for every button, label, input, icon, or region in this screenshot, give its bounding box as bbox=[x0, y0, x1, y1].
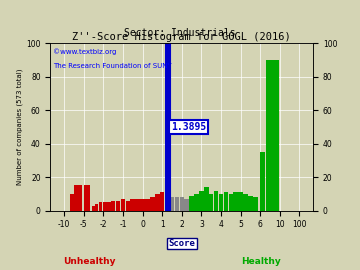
Bar bbox=[189, 195, 194, 211]
Text: Sector: Industrials: Sector: Industrials bbox=[124, 28, 236, 38]
Bar bbox=[224, 192, 228, 211]
Bar bbox=[74, 185, 81, 211]
Bar bbox=[84, 185, 90, 211]
Bar bbox=[266, 60, 279, 211]
Bar bbox=[194, 194, 199, 211]
Bar bbox=[238, 192, 243, 211]
Bar bbox=[95, 204, 98, 211]
Bar bbox=[219, 194, 223, 211]
Bar bbox=[160, 192, 165, 211]
Bar bbox=[140, 199, 145, 211]
Y-axis label: Number of companies (573 total): Number of companies (573 total) bbox=[17, 69, 23, 185]
Bar bbox=[175, 197, 179, 211]
Bar bbox=[260, 152, 265, 211]
Text: Unhealthy: Unhealthy bbox=[64, 258, 116, 266]
Bar bbox=[116, 201, 120, 211]
Bar bbox=[135, 199, 140, 211]
Bar bbox=[233, 192, 238, 211]
Bar bbox=[145, 199, 150, 211]
Bar bbox=[253, 197, 258, 211]
Bar bbox=[180, 197, 184, 211]
Bar bbox=[92, 205, 95, 211]
Bar bbox=[229, 194, 233, 211]
Text: ©www.textbiz.org: ©www.textbiz.org bbox=[53, 48, 116, 55]
Bar bbox=[99, 202, 102, 211]
Bar bbox=[121, 199, 125, 211]
Bar bbox=[170, 197, 174, 211]
Bar bbox=[111, 201, 116, 211]
Bar bbox=[130, 199, 135, 211]
Bar bbox=[214, 191, 219, 211]
Bar bbox=[155, 194, 159, 211]
Title: Z''-Score Histogram for GOGL (2016): Z''-Score Histogram for GOGL (2016) bbox=[72, 32, 291, 42]
Text: The Research Foundation of SUNY: The Research Foundation of SUNY bbox=[53, 63, 172, 69]
Bar bbox=[184, 199, 189, 211]
Bar bbox=[106, 202, 111, 211]
Bar bbox=[204, 187, 208, 211]
Bar bbox=[103, 202, 106, 211]
Bar bbox=[165, 43, 169, 211]
Bar bbox=[150, 197, 155, 211]
Bar bbox=[243, 194, 248, 211]
Bar bbox=[70, 194, 74, 211]
Text: Healthy: Healthy bbox=[241, 258, 280, 266]
Bar bbox=[248, 195, 253, 211]
Bar bbox=[126, 201, 130, 211]
Text: Score: Score bbox=[168, 239, 195, 248]
Bar bbox=[209, 194, 213, 211]
Bar bbox=[199, 191, 204, 211]
Text: 1.3895: 1.3895 bbox=[171, 122, 206, 132]
